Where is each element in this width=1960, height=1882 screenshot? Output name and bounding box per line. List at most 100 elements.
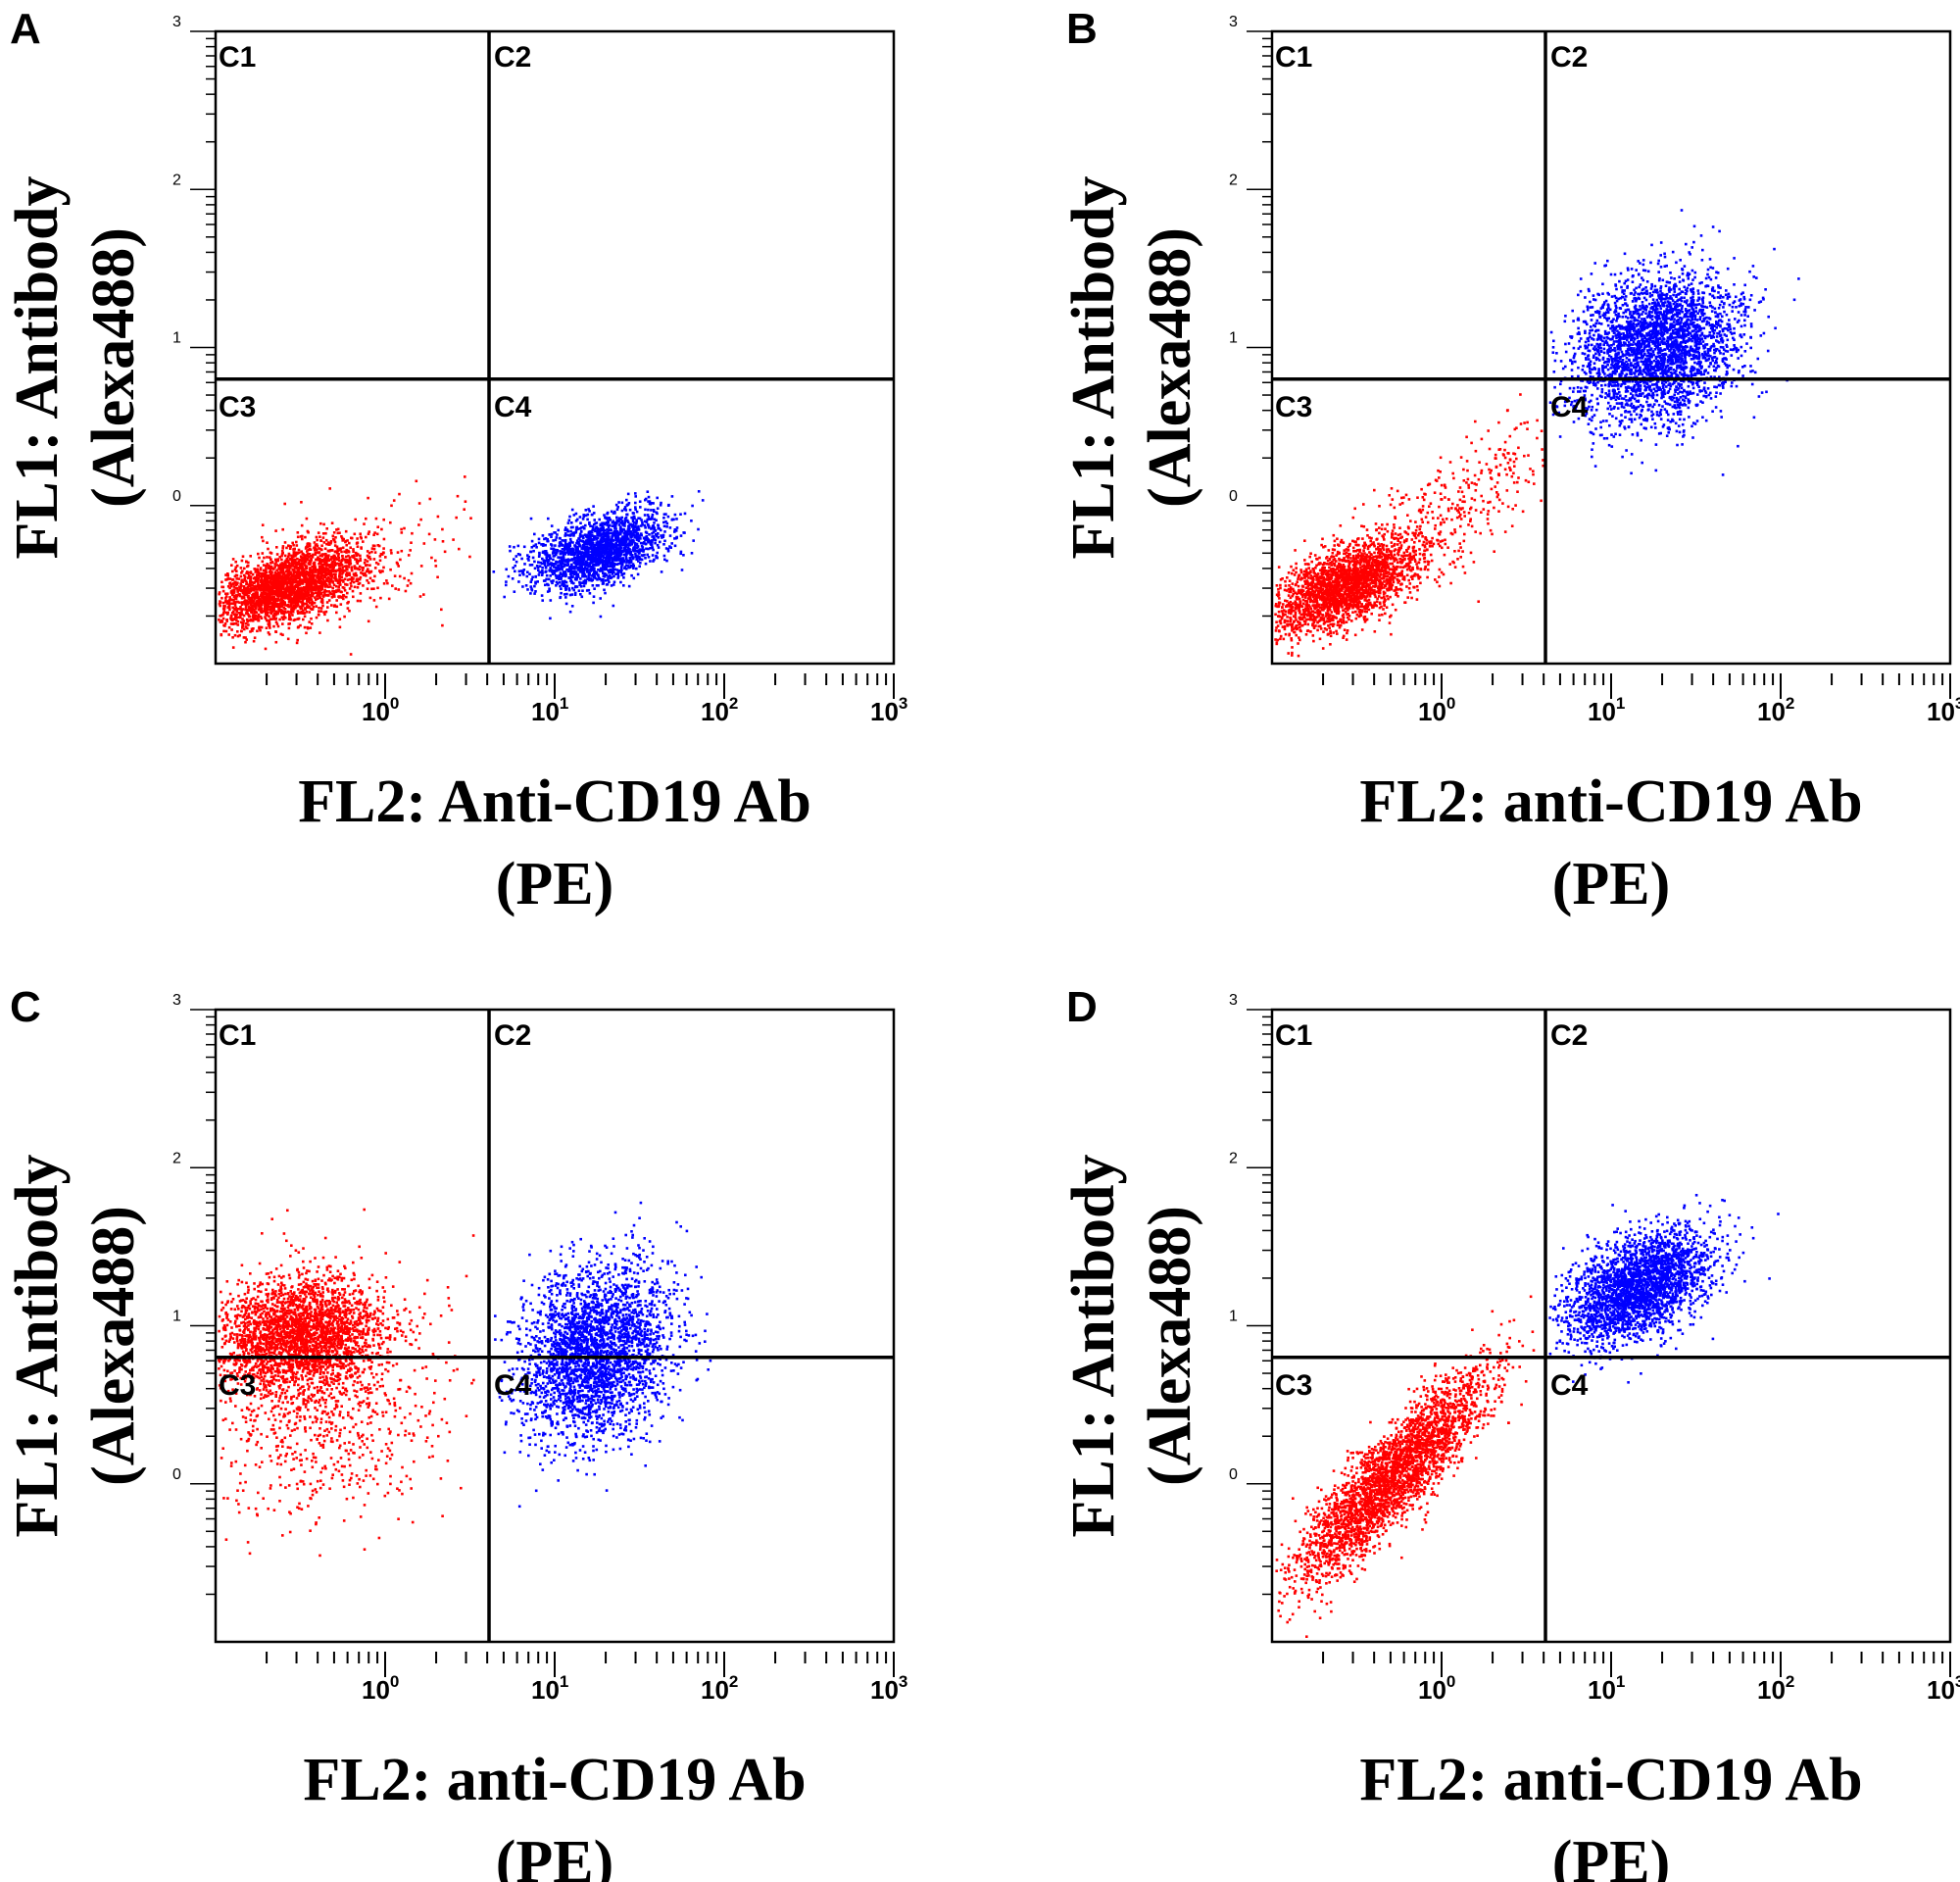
data-point: [311, 594, 315, 598]
data-point: [338, 577, 341, 581]
data-point: [245, 612, 248, 616]
data-point: [287, 604, 290, 607]
data-point: [259, 567, 263, 570]
data-point: [328, 585, 332, 588]
data-point: [574, 528, 578, 532]
data-point: [245, 618, 249, 621]
data-point: [624, 555, 628, 559]
data-point: [587, 508, 590, 511]
data-point: [367, 496, 369, 500]
data-point: [350, 575, 354, 579]
data-point: [228, 596, 231, 599]
data-point: [305, 545, 308, 549]
data-point: [328, 487, 331, 490]
data-point: [234, 586, 238, 590]
data-point: [328, 570, 331, 573]
data-point: [325, 594, 329, 597]
data-point: [524, 584, 528, 587]
data-point: [234, 606, 238, 610]
data-point: [291, 610, 295, 614]
data-point: [257, 552, 260, 556]
data-point: [529, 580, 533, 583]
data-point: [389, 549, 393, 552]
data-point: [335, 545, 339, 549]
data-point: [287, 552, 291, 556]
data-point: [268, 623, 271, 626]
data-point: [284, 574, 288, 577]
data-point: [307, 597, 311, 600]
data-point: [312, 577, 315, 580]
data-point: [575, 585, 579, 588]
data-point: [254, 607, 258, 611]
data-point: [683, 512, 687, 516]
data-point: [332, 572, 335, 576]
data-point: [551, 581, 554, 585]
data-point: [289, 603, 293, 606]
data-point: [280, 550, 284, 553]
data-point: [235, 582, 239, 586]
data-point: [613, 524, 616, 528]
x-tick-label: 101: [531, 694, 568, 726]
data-point: [259, 628, 262, 632]
data-point: [644, 508, 647, 512]
data-point: [679, 513, 682, 516]
data-point: [357, 582, 361, 586]
data-point: [322, 522, 325, 526]
data-point: [266, 578, 270, 582]
data-point: [220, 633, 223, 637]
data-point: [588, 578, 591, 582]
data-point: [545, 573, 549, 577]
data-point: [268, 570, 271, 573]
data-point: [352, 550, 355, 553]
data-point: [264, 612, 268, 616]
data-point: [588, 546, 591, 550]
data-point: [571, 525, 574, 529]
data-point: [307, 552, 310, 556]
data-point: [254, 618, 258, 621]
data-point: [585, 569, 589, 572]
data-point: [325, 567, 328, 570]
x-tick-exponent: 3: [899, 694, 907, 713]
data-point: [631, 512, 635, 515]
data-point: [326, 606, 329, 609]
data-point: [281, 591, 285, 595]
data-point: [285, 567, 289, 570]
data-point: [268, 581, 270, 584]
data-point: [281, 576, 284, 579]
x-tick-base: 10: [701, 697, 729, 726]
data-point: [287, 593, 291, 597]
data-point: [588, 510, 591, 513]
data-point: [297, 580, 301, 584]
data-point: [279, 592, 283, 596]
data-point: [608, 570, 611, 573]
data-point: [277, 609, 280, 612]
data-point: [649, 518, 652, 520]
data-point: [245, 603, 248, 607]
data-point: [278, 566, 282, 569]
data-point: [607, 536, 610, 540]
data-point: [300, 595, 303, 599]
data-point: [296, 610, 300, 613]
data-point: [604, 573, 608, 576]
data-point: [390, 552, 393, 555]
data-point: [291, 598, 294, 601]
data-point: [320, 555, 324, 558]
data-point: [662, 543, 665, 546]
data-point: [270, 574, 273, 577]
data-point: [639, 541, 643, 545]
data-point: [625, 564, 628, 567]
data-point: [649, 560, 652, 563]
data-point: [256, 568, 259, 570]
data-point: [333, 540, 337, 544]
data-point: [258, 556, 261, 560]
data-point: [590, 538, 593, 542]
data-point: [341, 570, 345, 574]
data-point: [598, 576, 601, 580]
data-point: [260, 588, 263, 592]
data-point: [243, 578, 246, 582]
data-point: [606, 531, 609, 534]
data-point: [275, 602, 278, 606]
data-point: [283, 611, 287, 614]
data-point: [555, 584, 558, 587]
data-point: [384, 556, 387, 559]
